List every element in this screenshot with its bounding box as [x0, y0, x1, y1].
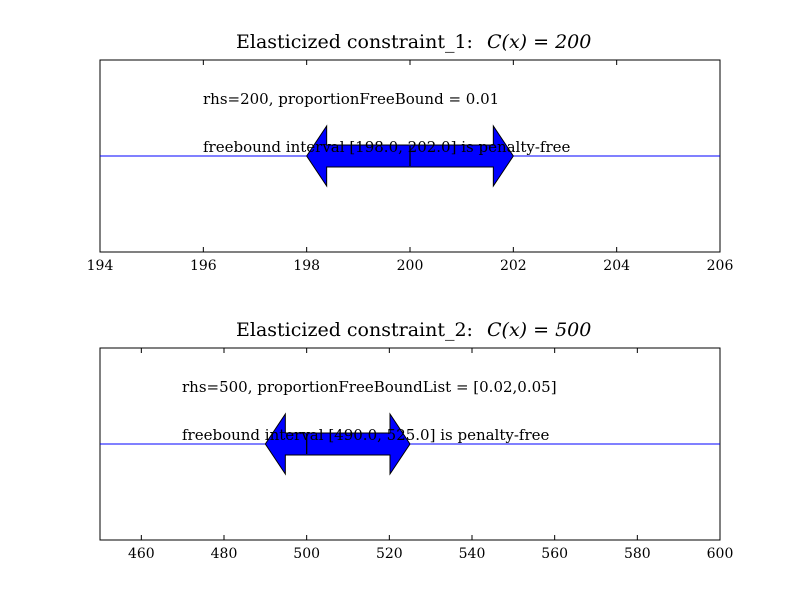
subplot-1-xtick-label: 204	[603, 258, 630, 274]
subplot-1-xtick-label: 198	[293, 258, 320, 274]
subplot-1-arrow-layer	[306, 124, 514, 188]
subplot-2-xtick-label: 540	[459, 546, 486, 562]
subplot-2-ticks: 460 480 500 520 540 560 580 600	[128, 348, 733, 562]
subplot-1-xtick-label: 202	[500, 258, 527, 274]
subplot-2-arrow-layer	[264, 412, 411, 476]
subplot-1-xtick-label: 206	[707, 258, 734, 274]
subplot-2-xtick-label: 520	[376, 546, 403, 562]
subplot-1-annotation-1: rhs=200, proportionFreeBound = 0.01	[203, 90, 499, 108]
subplot-2-freebound-arrow	[264, 412, 411, 476]
subplot-1-annotation-2: freebound interval [198.0, 202.0] is pen…	[203, 138, 571, 156]
subplot-2-xtick-label: 500	[293, 546, 320, 562]
subplot-1-xtick-label: 196	[190, 258, 217, 274]
subplot-2-xtick-label: 600	[707, 546, 734, 562]
subplot-2-annotation-2: freebound interval [490.0, 525.0] is pen…	[182, 426, 550, 444]
subplot-2-xtick-label: 580	[624, 546, 651, 562]
subplot-2-title: Elasticized constraint_2:	[236, 319, 473, 341]
subplot-2-xtick-label: 480	[211, 546, 238, 562]
subplot-1-title: Elasticized constraint_1:	[236, 31, 473, 53]
subplot-2-annotation-1: rhs=500, proportionFreeBoundList = [0.02…	[182, 378, 557, 396]
subplot-2-title-math: C(x) = 500	[487, 319, 591, 341]
subplot-2-xtick-label: 560	[541, 546, 568, 562]
subplot-1-title-math: C(x) = 200	[487, 31, 591, 53]
subplot-1-xtick-label: 200	[397, 258, 424, 274]
subplot-1-ticks: 194 196 198 200 202 204 206	[87, 60, 734, 274]
subplot-2: Elasticized constraint_2: C(x) = 500 460…	[99, 319, 733, 562]
subplot-2-xtick-label: 460	[128, 546, 155, 562]
subplot-1: Elasticized constraint_1: C(x) = 200 194…	[87, 31, 734, 274]
subplot-1-xtick-label: 194	[87, 258, 114, 274]
